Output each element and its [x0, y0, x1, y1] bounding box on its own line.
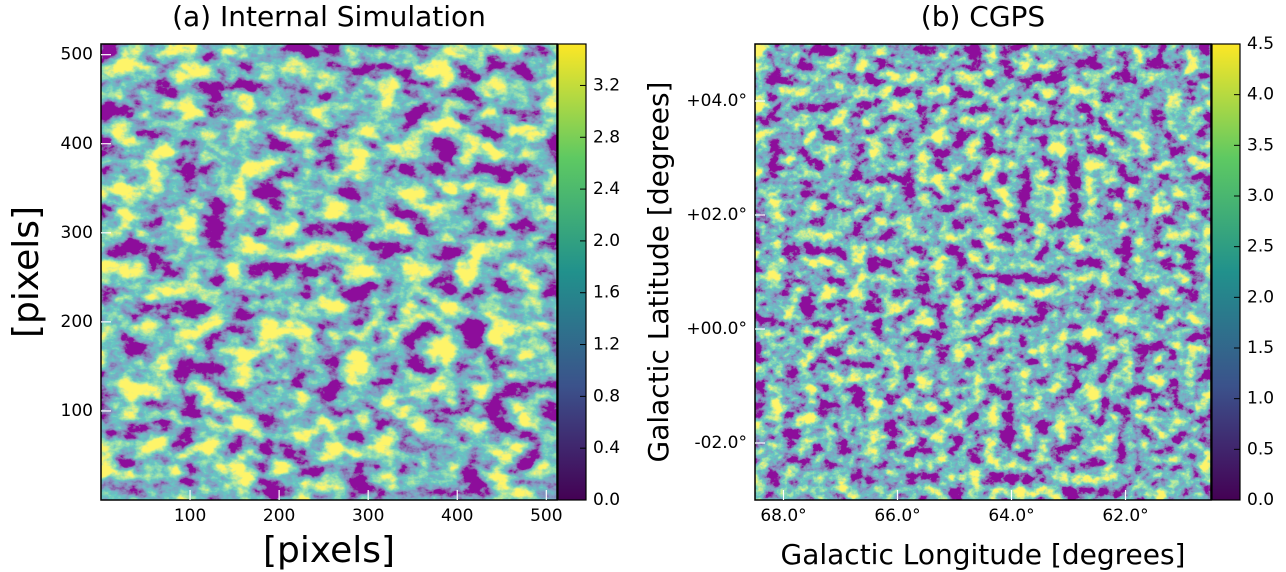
axes-frame: [754, 43, 1212, 501]
y-tick-label: 200: [61, 312, 93, 332]
x-tick-label: 68.0°: [760, 506, 806, 526]
colorbar-tick-label: 2.8: [593, 127, 620, 147]
x-axis-label: Galactic Longitude [degrees]: [781, 538, 1186, 571]
colorbar-tick-label: 2.5: [1247, 237, 1274, 257]
x-tick-label: 66.0°: [874, 506, 920, 526]
x-tick-label: 200: [263, 506, 295, 526]
x-tick-label: 62.0°: [1102, 506, 1148, 526]
colorbar-tick-label: 3.5: [1247, 135, 1274, 155]
image: [101, 44, 557, 500]
colorbar-tick-label: 3.0: [1247, 186, 1274, 206]
x-tick-label: 300: [352, 506, 384, 526]
colorbar-tick-label: 1.0: [1247, 389, 1274, 409]
colorbar-tick-label: 1.2: [593, 335, 620, 355]
y-tick-label: +00.0°: [686, 319, 747, 339]
y-axis-label: [pixels]: [6, 206, 47, 338]
x-axis-label: [pixels]: [263, 530, 395, 571]
y-tick-label: 300: [61, 223, 93, 243]
colorbar: [1211, 43, 1241, 501]
colorbar-tick-label: 0.0: [593, 490, 620, 510]
y-tick-label: 500: [61, 45, 93, 65]
x-tick-label: 400: [441, 506, 473, 526]
colorbar-tick-label: 4.5: [1247, 34, 1274, 54]
colorbar-tick-label: 0.4: [593, 438, 620, 458]
colorbar-tick-label: 2.0: [1247, 287, 1274, 307]
y-tick-label: +04.0°: [686, 91, 747, 111]
title: (a) Internal Simulation: [172, 0, 486, 33]
y-tick-label: +02.0°: [686, 205, 747, 225]
x-tick-label: 500: [530, 506, 562, 526]
colorbar-tick-label: 4.0: [1247, 85, 1274, 105]
colorbar-tick-label: 3.2: [593, 75, 620, 95]
colorbar-tick-label: 0.0: [1247, 490, 1274, 510]
x-tick-label: 64.0°: [988, 506, 1034, 526]
colorbar-tick-label: 1.5: [1247, 338, 1274, 358]
y-axis-label: Galactic Latitude [degrees]: [642, 82, 675, 463]
colorbar-tick-label: 2.4: [593, 179, 620, 199]
y-tick-label: -02.0°: [695, 433, 748, 453]
title: (b) CGPS: [921, 0, 1045, 33]
colorbar-tick-label: 0.8: [593, 386, 620, 406]
colorbar-tick-label: 1.6: [593, 283, 620, 303]
axes-frame: [100, 43, 558, 501]
colorbar-tick-label: 0.5: [1247, 439, 1274, 459]
x-tick-label: 100: [174, 506, 206, 526]
y-tick-label: 400: [61, 134, 93, 154]
colorbar-tick-label: 2.0: [593, 231, 620, 251]
colorbar: [557, 43, 587, 501]
image: [755, 44, 1211, 500]
y-tick-label: 100: [61, 401, 93, 421]
